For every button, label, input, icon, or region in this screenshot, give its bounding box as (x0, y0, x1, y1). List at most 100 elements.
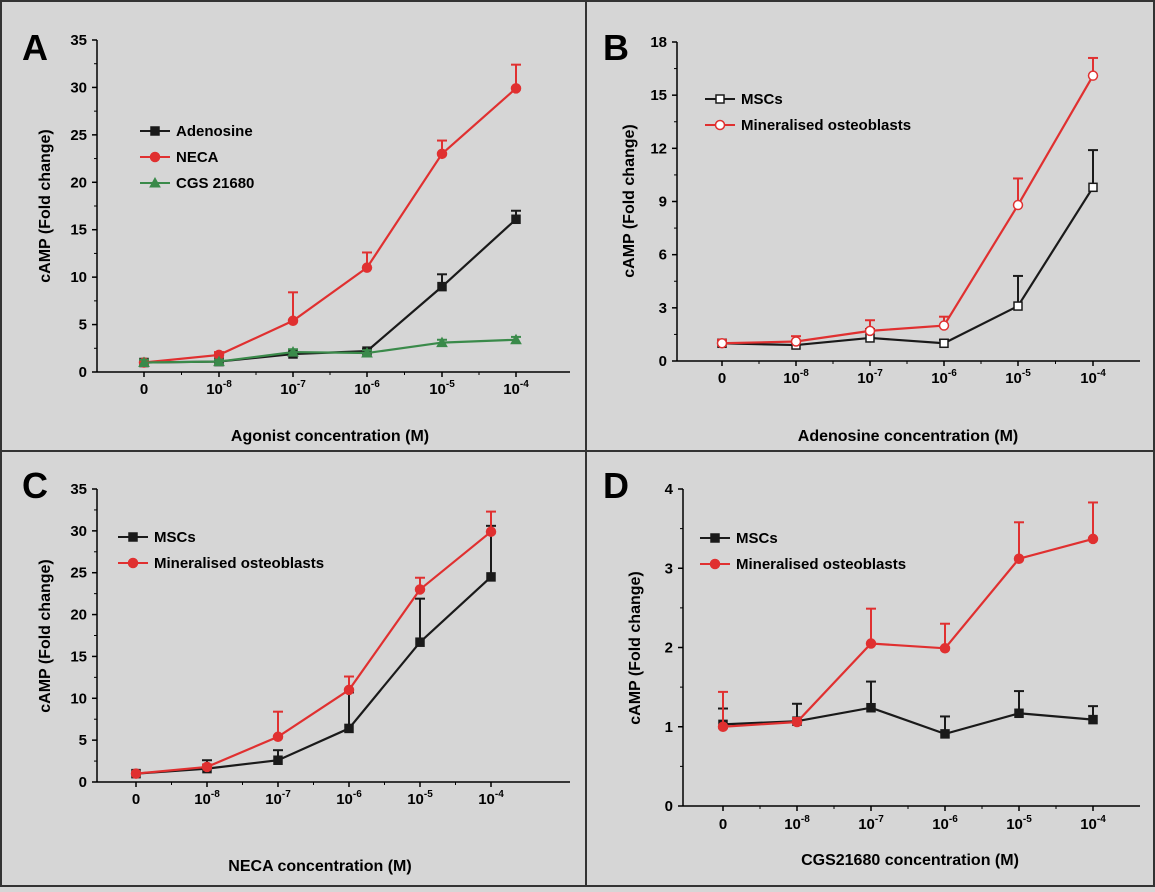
panel-d-data-point (940, 729, 950, 739)
panel-b-x-tick-label: 10-4 (1080, 368, 1106, 387)
panel-c-data-point (485, 526, 497, 537)
panel-a-y-tick-label: 20 (70, 174, 87, 191)
panel-d-series-1 (717, 501, 1099, 732)
panel-b: B 0 3 6 9 12 15 18 0 10-8 10-7 10-6 10-5 10-4 cAMP (Fo… (603, 27, 1140, 445)
panel-b-data-point (939, 338, 949, 349)
panel-a-y-tick-label: 35 (70, 32, 87, 49)
panel-c-y-axis-title: cAMP (Fold change) (37, 559, 54, 713)
panel-b-y-axis-title: cAMP (Fold change) (621, 124, 638, 278)
panel-a-series-line (143, 338, 517, 364)
panel-d-y-tick-label: 4 (665, 481, 674, 498)
panel-d-data-point (1013, 553, 1025, 564)
panel-d-x-tick-label: 10-4 (1080, 814, 1106, 833)
panel-c-y-tick-label: 25 (70, 565, 87, 582)
panel-c-x-tick-label: 10-7 (265, 789, 291, 808)
panel-d-data-point (1088, 714, 1098, 725)
panel-d-x-tick-label: 10-7 (858, 814, 884, 833)
panel-a-letter: A (22, 27, 48, 68)
panel-b-y-tick-label: 12 (650, 140, 667, 157)
panel-d-y-axis-title: cAMP (Fold change) (627, 571, 644, 725)
panel-c-y-tick-label: 15 (70, 648, 87, 665)
panel-d-legend: MSCs Mineralised osteoblasts (700, 530, 906, 573)
panel-c-y-tick-label: 20 (70, 607, 87, 624)
panel-b-data-point (1087, 70, 1099, 81)
panel-c-y-tick-label: 5 (79, 732, 87, 749)
panel-d-data-point (1087, 533, 1099, 545)
panel-d-series-line (722, 537, 1094, 728)
panel-d-x-tick-label: 10-5 (1006, 814, 1032, 833)
panel-d-data-point (865, 638, 877, 649)
panel-d-legend-label: MSCs (736, 530, 778, 547)
panel-b-y-tick-label: 6 (659, 247, 667, 264)
panel-c-data-point (130, 768, 142, 779)
panel-a-legend: Adenosine NECA CGS 21680 (140, 123, 254, 192)
panel-c-x-tick-label: 10-8 (194, 789, 220, 808)
panel-c-y-tick-label: 0 (79, 774, 87, 791)
panel-a-data-point (287, 315, 299, 327)
panel-a-series-line (143, 87, 517, 364)
panel-d-y-tick-label: 2 (665, 640, 673, 657)
panel-a-x-tick-label: 10-5 (429, 379, 455, 398)
panel-b-y-tick-label: 0 (659, 353, 667, 370)
panel-b-legend-marker (715, 94, 725, 104)
panel-c-data-point (344, 723, 354, 734)
panel-a-y-tick-label: 15 (70, 222, 87, 239)
panel-c-data-point (414, 584, 426, 595)
panel-a-legend-label: NECA (176, 149, 219, 166)
panel-b-data-point (1088, 182, 1098, 193)
panel-a: A 0 5 10 15 20 25 30 35 0 10-8 10-7 10-6 10-5 10-4 cAMP… (22, 27, 570, 445)
panel-a-y-tick-label: 5 (79, 317, 87, 334)
panel-a-series-2 (138, 333, 522, 368)
panel-b-letter: B (603, 27, 629, 68)
panel-c-x-tick-label: 0 (132, 791, 140, 808)
panel-b-y-tick-label: 3 (659, 300, 667, 317)
panel-a-y-tick-label: 30 (70, 79, 87, 96)
panel-d-x-tick-label: 0 (719, 816, 727, 833)
panel-b-x-tick-label: 10-6 (931, 368, 957, 387)
panel-b-x-tick-label: 0 (718, 370, 726, 387)
panel-b-y-tick-label: 9 (659, 194, 667, 211)
panel-b-series-line (721, 186, 1094, 347)
panel-d-data-point (791, 716, 803, 728)
panel-b-series-1 (716, 56, 1099, 349)
panel-b-data-point (1013, 301, 1023, 311)
panel-a-data-point (511, 214, 521, 225)
panel-a-data-point (510, 83, 522, 94)
panel-c-legend-marker (127, 557, 139, 569)
panel-a-legend-marker (149, 176, 161, 188)
panel-c-y-tick-label: 10 (70, 690, 87, 707)
panel-d-data-point (1014, 708, 1024, 719)
panel-d-legend-marker (709, 558, 721, 570)
panel-d-legend-marker (710, 533, 720, 543)
panel-b-x-axis-title: Adenosine concentration (M) (798, 428, 1018, 445)
panel-d-y-tick-label: 1 (665, 719, 673, 736)
panel-a-data-point (287, 346, 299, 357)
panel-b-legend-marker (714, 119, 726, 131)
panel-d-data-point (717, 721, 729, 732)
panel-d-y-tick-label: 0 (665, 798, 673, 815)
panel-d-letter: D (603, 465, 629, 506)
panel-d-data-point (939, 643, 951, 654)
panel-c-letter: C (22, 465, 48, 506)
panel-a-legend-marker (150, 126, 160, 136)
panel-c-legend-label: Mineralised osteoblasts (154, 555, 324, 572)
panel-a-y-tick-label: 25 (70, 127, 87, 144)
panel-a-x-tick-label: 10-4 (503, 379, 529, 398)
panel-d-y-tick-label: 3 (665, 560, 673, 577)
panel-b-data-point (716, 338, 728, 349)
panel-c-data-point (486, 572, 496, 582)
panel-b-x-tick-label: 10-7 (857, 368, 883, 387)
panel-a-data-point (436, 148, 448, 160)
panel-b-data-point (864, 325, 876, 337)
panel-d-x-tick-label: 10-8 (784, 814, 810, 833)
panel-c-data-point (343, 684, 355, 696)
panel-b-y-tick-label: 18 (650, 34, 667, 51)
panel-a-data-point (510, 333, 522, 345)
panel-b-data-point (790, 336, 802, 347)
panel-a-legend-marker (149, 151, 161, 163)
panel-a-data-point (138, 356, 150, 368)
panel-b-data-point (1012, 199, 1024, 211)
